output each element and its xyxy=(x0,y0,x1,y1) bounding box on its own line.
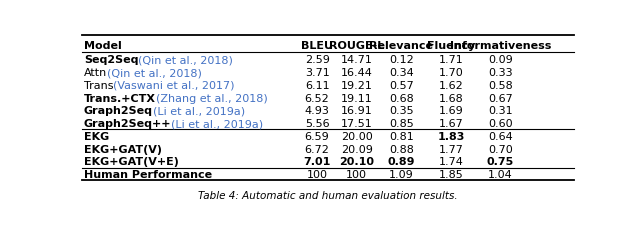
Text: 17.51: 17.51 xyxy=(341,119,372,128)
Text: 0.64: 0.64 xyxy=(488,131,513,141)
Text: 0.35: 0.35 xyxy=(389,106,413,116)
Text: 100: 100 xyxy=(346,169,367,179)
Text: Attn: Attn xyxy=(84,68,108,78)
Text: 6.11: 6.11 xyxy=(305,81,330,90)
Text: 20.10: 20.10 xyxy=(339,157,374,167)
Text: 0.70: 0.70 xyxy=(488,144,513,154)
Text: 0.60: 0.60 xyxy=(488,119,513,128)
Text: 20.00: 20.00 xyxy=(341,131,372,141)
Text: 0.85: 0.85 xyxy=(389,119,414,128)
Text: Graph2Seq: Graph2Seq xyxy=(84,106,153,116)
Text: (Qin et al., 2018): (Qin et al., 2018) xyxy=(138,55,234,65)
Text: EKG+GAT(V): EKG+GAT(V) xyxy=(84,144,162,154)
Text: ROUGE-L: ROUGE-L xyxy=(329,41,385,51)
Text: (Li et al., 2019a): (Li et al., 2019a) xyxy=(172,119,264,128)
Text: 14.71: 14.71 xyxy=(341,55,372,65)
Text: 0.58: 0.58 xyxy=(488,81,513,90)
Text: 16.44: 16.44 xyxy=(341,68,372,78)
Text: Trans.+CTX: Trans.+CTX xyxy=(84,93,156,103)
Text: 1.74: 1.74 xyxy=(438,157,463,167)
Text: 0.12: 0.12 xyxy=(389,55,414,65)
Text: (Zhang et al., 2018): (Zhang et al., 2018) xyxy=(156,93,268,103)
Text: 6.59: 6.59 xyxy=(305,131,330,141)
Text: 19.11: 19.11 xyxy=(341,93,372,103)
Text: 7.01: 7.01 xyxy=(303,157,331,167)
Text: Seq2Seq: Seq2Seq xyxy=(84,55,138,65)
Text: 1.85: 1.85 xyxy=(438,169,463,179)
Text: 0.57: 0.57 xyxy=(389,81,414,90)
Text: 1.68: 1.68 xyxy=(438,93,463,103)
Text: (Li et al., 2019a): (Li et al., 2019a) xyxy=(153,106,245,116)
Text: BLEU: BLEU xyxy=(301,41,333,51)
Text: (Vaswani et al., 2017): (Vaswani et al., 2017) xyxy=(113,81,235,90)
Text: (Qin et al., 2018): (Qin et al., 2018) xyxy=(108,68,202,78)
Text: 19.21: 19.21 xyxy=(341,81,372,90)
Text: Trans: Trans xyxy=(84,81,113,90)
Text: 16.91: 16.91 xyxy=(341,106,372,116)
Text: 20.09: 20.09 xyxy=(341,144,372,154)
Text: Relevance: Relevance xyxy=(369,41,433,51)
Text: 5.56: 5.56 xyxy=(305,119,330,128)
Text: Table 4: Automatic and human evaluation results.: Table 4: Automatic and human evaluation … xyxy=(198,190,458,200)
Text: Model: Model xyxy=(84,41,122,51)
Text: 1.67: 1.67 xyxy=(438,119,463,128)
Text: 1.04: 1.04 xyxy=(488,169,513,179)
Text: 1.62: 1.62 xyxy=(438,81,463,90)
Text: Human Performance: Human Performance xyxy=(84,169,212,179)
Text: EKG: EKG xyxy=(84,131,109,141)
Text: 0.31: 0.31 xyxy=(488,106,513,116)
Text: 0.89: 0.89 xyxy=(388,157,415,167)
Text: 0.09: 0.09 xyxy=(488,55,513,65)
Text: 2.59: 2.59 xyxy=(305,55,330,65)
Text: 1.71: 1.71 xyxy=(438,55,463,65)
Text: 1.77: 1.77 xyxy=(438,144,463,154)
Text: Graph2Seq++: Graph2Seq++ xyxy=(84,119,172,128)
Text: 1.70: 1.70 xyxy=(438,68,463,78)
Text: 0.75: 0.75 xyxy=(487,157,514,167)
Text: 6.72: 6.72 xyxy=(305,144,330,154)
Text: 3.71: 3.71 xyxy=(305,68,330,78)
Text: 6.52: 6.52 xyxy=(305,93,330,103)
Text: 1.69: 1.69 xyxy=(438,106,463,116)
Text: 100: 100 xyxy=(307,169,328,179)
Text: Fluency: Fluency xyxy=(427,41,475,51)
Text: Informativeness: Informativeness xyxy=(450,41,551,51)
Text: 0.34: 0.34 xyxy=(389,68,414,78)
Text: 0.33: 0.33 xyxy=(488,68,513,78)
Text: 0.81: 0.81 xyxy=(389,131,414,141)
Text: EKG+GAT(V+E): EKG+GAT(V+E) xyxy=(84,157,179,167)
Text: 0.67: 0.67 xyxy=(488,93,513,103)
Text: 4.93: 4.93 xyxy=(305,106,330,116)
Text: 0.68: 0.68 xyxy=(389,93,414,103)
Text: 1.09: 1.09 xyxy=(389,169,414,179)
Text: 1.83: 1.83 xyxy=(437,131,465,141)
Text: 0.88: 0.88 xyxy=(389,144,414,154)
